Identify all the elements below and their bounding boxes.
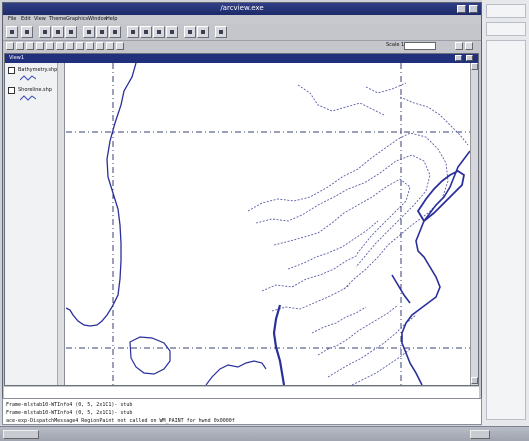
island (129, 336, 171, 375)
tool-bar: Scale 1: (3, 41, 481, 52)
layer-item[interactable]: Bathymetry.shp (8, 67, 58, 85)
scale-input[interactable] (404, 42, 436, 50)
table-icon[interactable] (65, 26, 77, 38)
legend-editor-icon[interactable] (52, 26, 64, 38)
scroll-down-arrow[interactable] (471, 377, 478, 384)
menu-theme[interactable]: Theme (49, 16, 67, 22)
identify-icon[interactable] (6, 42, 14, 50)
label-icon[interactable] (96, 42, 104, 50)
view-document: View1 Bathymetry.shp Shoreline.shp (4, 53, 479, 386)
console-line: Frame-mlstab10-WTInfo4 (0, 5, 2x1C1)- st… (6, 402, 133, 408)
menu-graphics[interactable]: Graphics (66, 16, 89, 22)
minimize-button[interactable] (457, 5, 466, 13)
side-pane (486, 22, 526, 36)
menu-view[interactable]: View (34, 16, 46, 22)
map-scrollbar[interactable] (470, 63, 478, 385)
coast-fragment (205, 360, 267, 385)
menu-help[interactable]: Help (106, 16, 118, 22)
find-icon[interactable] (184, 26, 196, 38)
coordinate-x-icon (455, 42, 463, 50)
zoom-out-tool-icon[interactable] (46, 42, 54, 50)
locate-icon[interactable] (197, 26, 209, 38)
console-line: ace-exp-DispatchMessage4 RegionPaint not… (6, 418, 235, 424)
map-canvas[interactable] (66, 63, 470, 385)
zoom-selected-icon[interactable] (109, 26, 121, 38)
console-output: Frame-mlstab10-WTInfo4 (0, 5, 2x1C1)- st… (2, 398, 482, 425)
peninsula (416, 169, 466, 223)
side-pane (486, 40, 526, 420)
taskbar-button[interactable] (470, 430, 490, 439)
zoom-out-icon[interactable] (140, 26, 152, 38)
scroll-up-arrow[interactable] (471, 63, 478, 70)
close-button[interactable] (469, 5, 478, 13)
app-window: /arcview.exe File Edit View Theme Graphi… (2, 2, 482, 400)
main-toolbar (3, 24, 481, 41)
pan-icon[interactable] (56, 42, 64, 50)
taskbar-button[interactable] (3, 430, 39, 439)
window-titlebar[interactable]: /arcview.exe (3, 3, 481, 15)
desktop-side-panel (482, 0, 529, 441)
line-symbol-icon (20, 75, 36, 81)
clear-selection-icon[interactable] (166, 26, 178, 38)
menu-file[interactable]: File (8, 16, 17, 22)
coastline-east (401, 150, 470, 385)
toc-scrollbar[interactable] (57, 63, 64, 385)
add-theme-icon[interactable] (21, 26, 33, 38)
taskbar (0, 426, 529, 441)
measure-icon[interactable] (66, 42, 74, 50)
zoom-in-icon[interactable] (127, 26, 139, 38)
layer-label: Shoreline.shp (18, 87, 52, 93)
status-strip (4, 387, 479, 399)
pointer-icon[interactable] (16, 42, 24, 50)
menu-window[interactable]: Window (88, 16, 108, 22)
hotlink-icon[interactable] (76, 42, 84, 50)
channel-line (391, 274, 411, 304)
line-symbol-icon (20, 95, 36, 101)
layer-item[interactable]: Shoreline.shp (8, 87, 58, 105)
graticule (66, 63, 470, 385)
vertex-edit-icon[interactable] (26, 42, 34, 50)
layer-visibility-checkbox[interactable] (8, 67, 15, 74)
save-icon[interactable] (6, 26, 18, 38)
zoom-full-icon[interactable] (83, 26, 95, 38)
table-of-contents: Bathymetry.shp Shoreline.shp (5, 63, 65, 385)
view-title: View1 (9, 55, 25, 61)
theme-properties-icon[interactable] (39, 26, 51, 38)
layer-visibility-checkbox[interactable] (8, 87, 15, 94)
view-titlebar[interactable]: View1 (5, 54, 478, 63)
zoom-active-icon[interactable] (96, 26, 108, 38)
text-icon[interactable] (106, 42, 114, 50)
help-icon[interactable] (215, 26, 227, 38)
side-pane (486, 4, 526, 18)
window-title: /arcview.exe (220, 4, 264, 12)
coordinate-y-icon (465, 42, 473, 50)
menu-edit[interactable]: Edit (21, 16, 31, 22)
map-drawing (66, 63, 470, 385)
coastline-west (66, 63, 137, 327)
console-line: Frame-mlstab10-WTInfo4 (0, 5, 2x1C1)- st… (6, 410, 133, 416)
menu-bar: File Edit View Theme Graphics Window Hel… (3, 15, 481, 24)
layer-label: Bathymetry.shp (18, 67, 58, 73)
view-close-button[interactable] (466, 55, 473, 61)
area-of-interest-icon[interactable] (86, 42, 94, 50)
scale-label: Scale 1: (386, 42, 406, 48)
select-features-icon[interactable] (153, 26, 165, 38)
channel-line (272, 304, 286, 385)
view-minimize-button[interactable] (455, 55, 462, 61)
zoom-in-tool-icon[interactable] (36, 42, 44, 50)
draw-icon[interactable] (116, 42, 124, 50)
bathymetry-contours (247, 82, 469, 385)
